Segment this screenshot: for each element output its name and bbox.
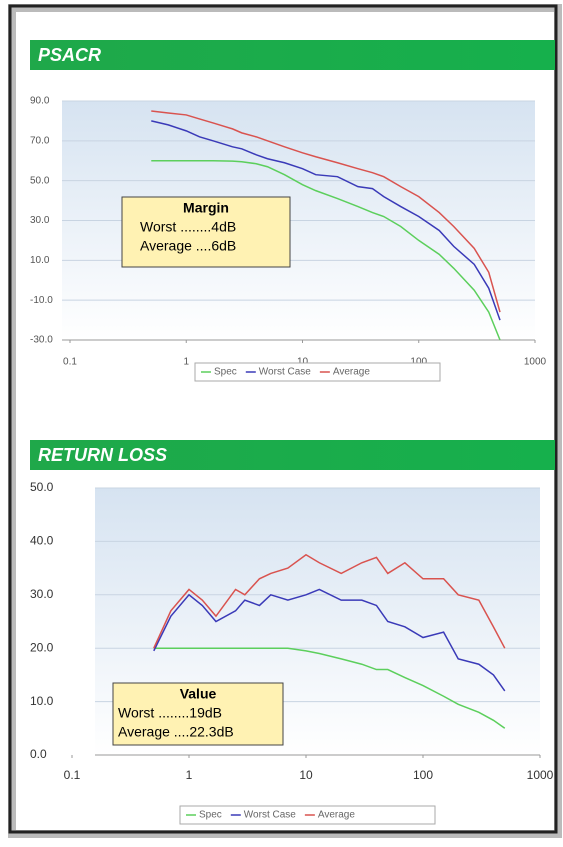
x-tick-label: 1 xyxy=(183,357,189,368)
x-tick-label: 1000 xyxy=(524,357,547,368)
y-tick-label: 50.0 xyxy=(30,175,50,186)
x-tick-label: 100 xyxy=(413,768,433,782)
annotation-box xyxy=(112,682,284,746)
header-bar xyxy=(30,40,555,70)
y-tick-label: 40.0 xyxy=(30,534,54,548)
x-tick-label: 1000 xyxy=(527,768,554,782)
y-tick-label: -10.0 xyxy=(30,295,53,306)
legend-label: Spec xyxy=(214,367,237,378)
legend-label: Spec xyxy=(199,810,222,821)
legend-label: Worst Case xyxy=(244,810,296,821)
annotation-line: Average ....6dB xyxy=(140,238,236,254)
annotation-title: Value xyxy=(180,686,217,702)
line-series xyxy=(153,647,506,729)
line-series xyxy=(153,588,506,692)
x-tick-label: 100 xyxy=(410,357,427,368)
x-tick-label: 0.1 xyxy=(63,357,77,368)
header-bar xyxy=(30,440,555,470)
frame xyxy=(8,4,558,834)
legend-label: Average xyxy=(318,810,356,821)
legend-label: Average xyxy=(333,367,371,378)
y-tick-label: -30.0 xyxy=(30,335,53,346)
x-tick-label: 10 xyxy=(297,357,309,368)
y-tick-label: 30.0 xyxy=(30,215,50,226)
annotation-line: Average ....22.3dB xyxy=(118,724,234,740)
line-series xyxy=(151,110,501,313)
frame-shadow xyxy=(8,4,562,838)
x-tick-label: 10 xyxy=(299,768,313,782)
legend-label: Worst Case xyxy=(259,367,311,378)
line-series xyxy=(151,120,501,321)
chart-title: PSACR xyxy=(38,45,101,65)
legend-box xyxy=(194,362,441,382)
line-series xyxy=(153,553,506,649)
x-tick-label: 0.1 xyxy=(64,768,81,782)
y-tick-label: 0.0 xyxy=(30,747,47,761)
annotation-box xyxy=(121,196,291,268)
y-tick-label: 10.0 xyxy=(30,694,54,708)
annotation-line: Worst ........19dB xyxy=(118,705,222,721)
annotation-line: Worst ........4dB xyxy=(140,219,236,235)
x-tick-label: 1 xyxy=(186,768,193,782)
y-tick-label: 30.0 xyxy=(30,587,54,601)
annotation-title: Margin xyxy=(183,200,229,216)
y-tick-label: 90.0 xyxy=(30,96,50,107)
y-tick-label: 70.0 xyxy=(30,135,50,146)
y-tick-label: 20.0 xyxy=(30,640,54,654)
y-tick-label: 50.0 xyxy=(30,480,54,494)
chart-title: RETURN LOSS xyxy=(38,445,167,465)
line-series xyxy=(151,160,501,341)
y-tick-label: 10.0 xyxy=(30,255,50,266)
